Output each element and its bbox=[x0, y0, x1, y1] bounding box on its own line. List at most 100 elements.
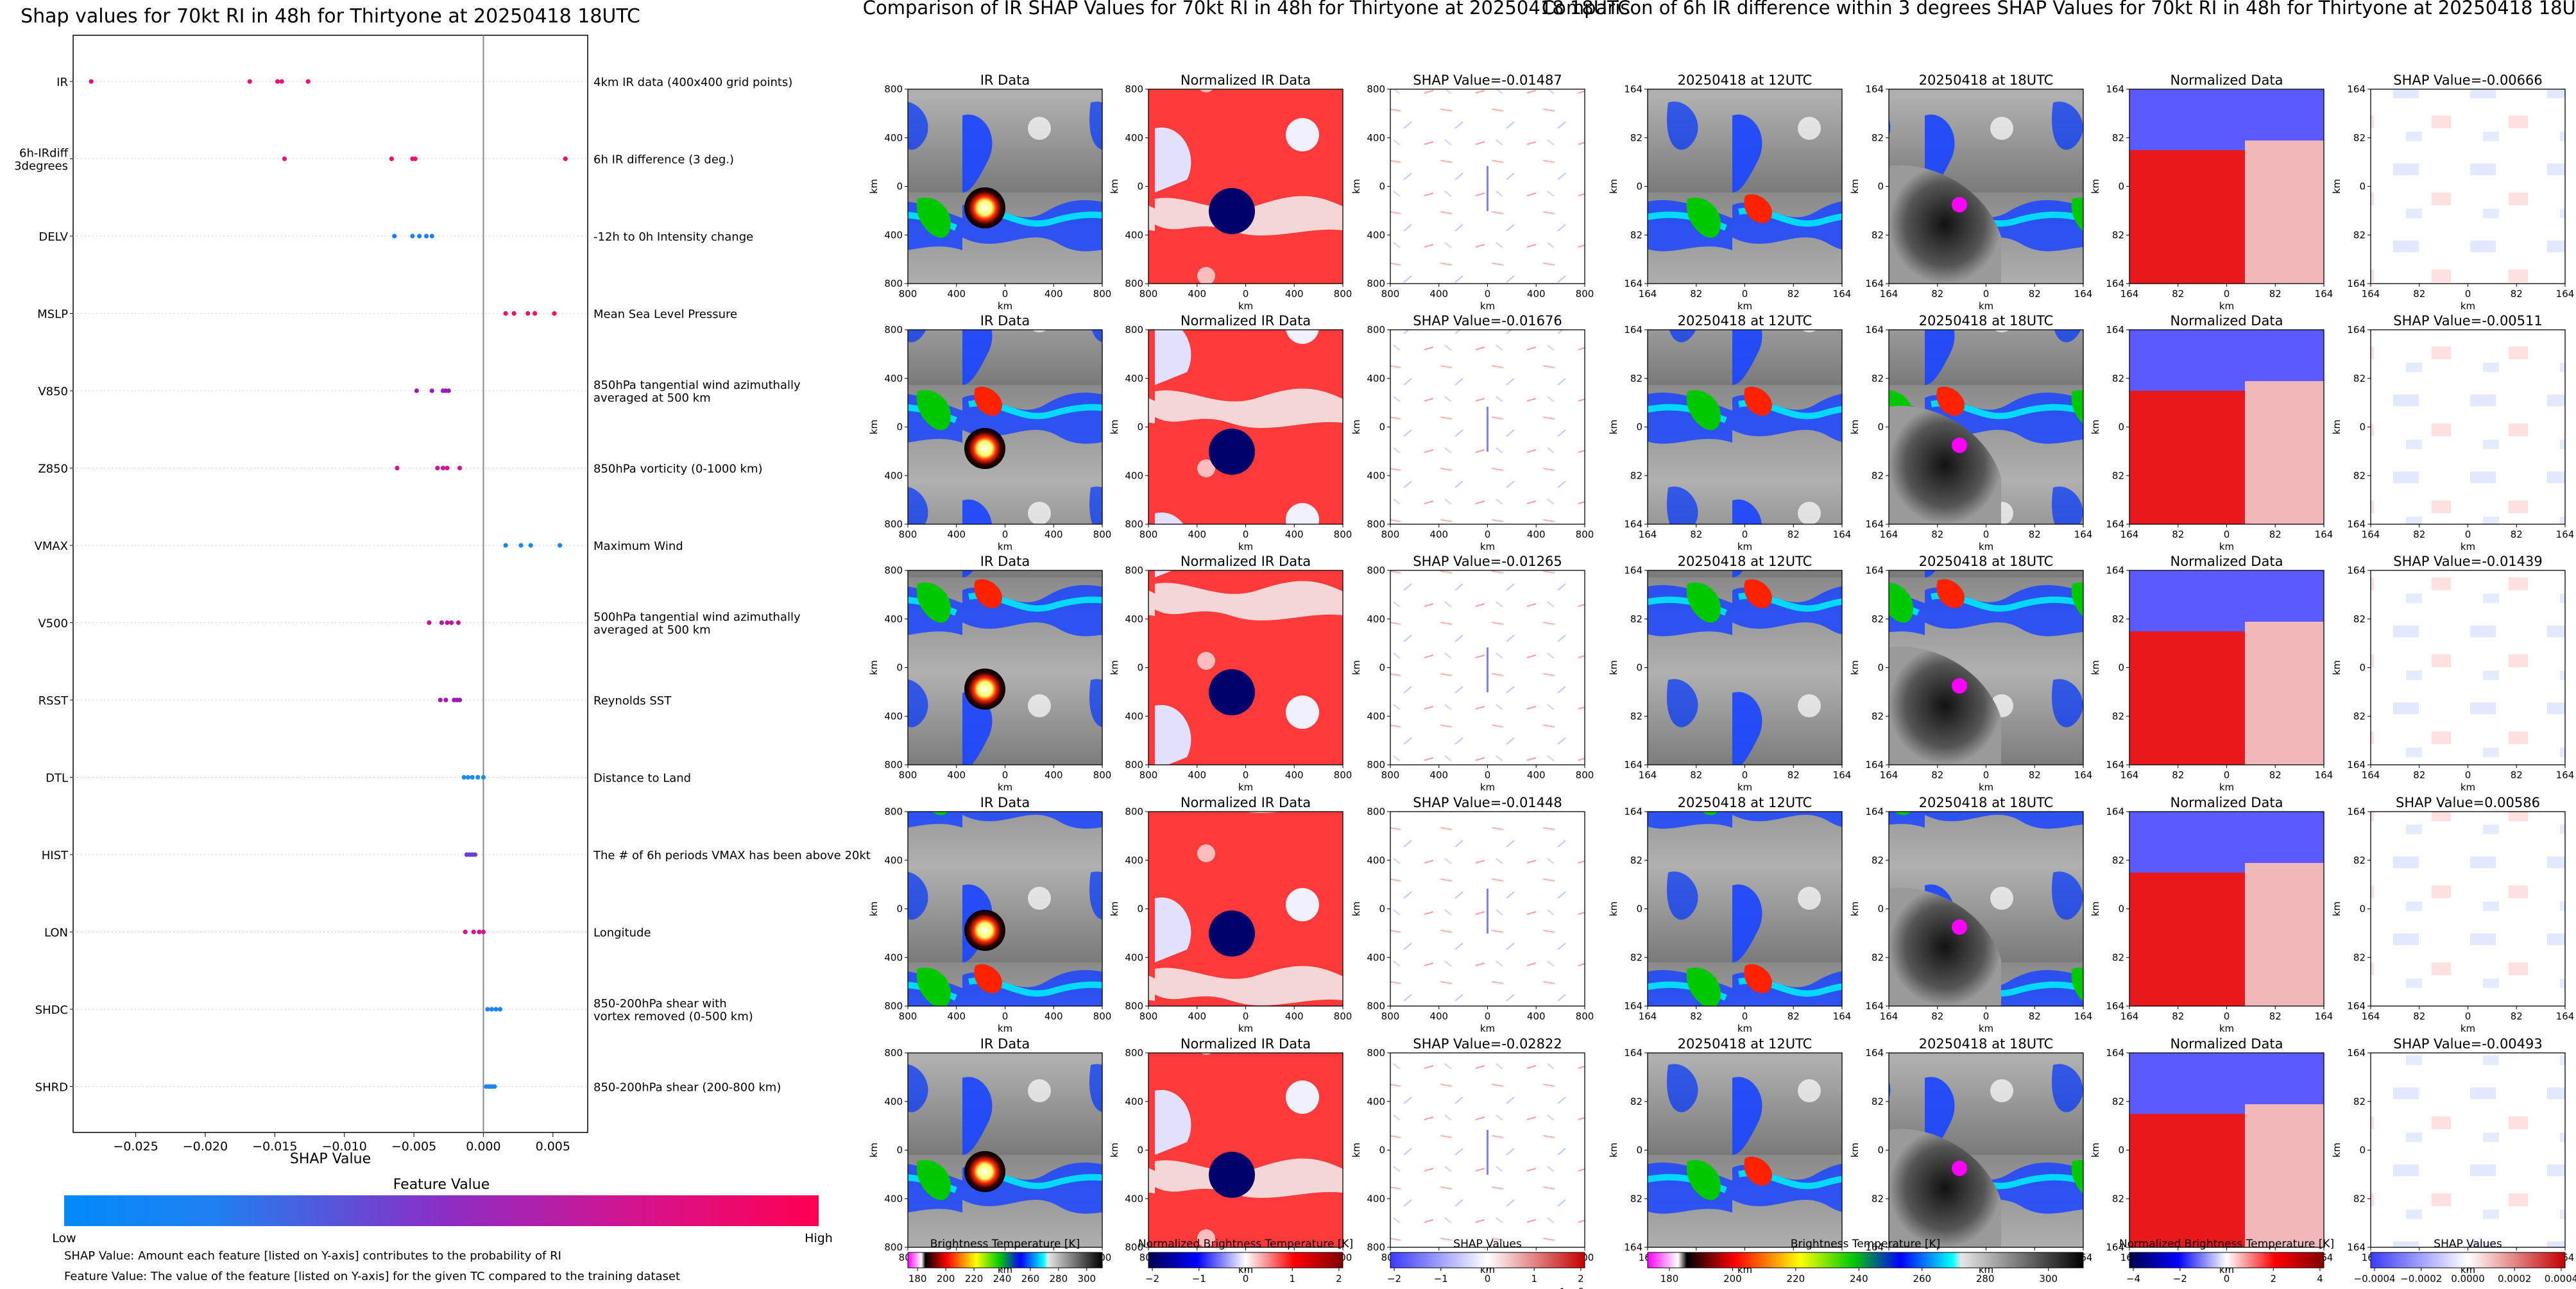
x-tick-label: 164 bbox=[2556, 288, 2575, 300]
map-panel: SHAP Value=-0.01448800800400400004004008… bbox=[1351, 795, 1594, 1034]
map-panel: SHAP Value=-0.01487800800400400004004008… bbox=[1351, 73, 1594, 312]
x-tick-label: 82 bbox=[1690, 769, 1702, 781]
x-axis-label: SHAP Value bbox=[290, 1151, 371, 1167]
x-tick-label: 164 bbox=[2074, 769, 2093, 781]
y-tick-label: 164 bbox=[1865, 759, 1884, 771]
y-tick-label: 0 bbox=[2118, 1145, 2124, 1156]
colorbar-bar bbox=[2370, 1252, 2566, 1268]
y-tick-label: 164 bbox=[2106, 518, 2124, 530]
y-tick-label: 400 bbox=[1367, 613, 1385, 625]
colorbar-title: Feature Value bbox=[393, 1177, 490, 1193]
x-tick-label: 164 bbox=[1639, 769, 1657, 781]
x-axis-label: km bbox=[2219, 300, 2234, 312]
shap-point bbox=[503, 311, 508, 316]
shap-point bbox=[563, 156, 568, 162]
y-axis-label: km bbox=[1109, 901, 1120, 916]
colorbar-tick-label: 0.0004 bbox=[2545, 1273, 2576, 1285]
x-tick-label: 800 bbox=[1093, 769, 1112, 781]
y-tick-label: 82 bbox=[2112, 470, 2124, 481]
y-tick-label: 82 bbox=[1630, 710, 1642, 722]
feature-description: 850-200hPa shear with vortex removed (0-5… bbox=[593, 997, 753, 1023]
feature-label: SHRD bbox=[35, 1081, 68, 1095]
x-axis-label: km bbox=[1737, 541, 1752, 552]
y-tick-label: 400 bbox=[1367, 855, 1385, 866]
x-axis-label: km bbox=[998, 541, 1012, 552]
panel-title: IR Data bbox=[980, 73, 1030, 88]
ir-grid-title: Comparison of IR SHAP Values for 70kt RI… bbox=[863, 0, 1631, 19]
feature-description: 4km IR data (400x400 grid points) bbox=[593, 76, 792, 89]
panel-title: 20250418 at 12UTC bbox=[1678, 1036, 1813, 1052]
panel-title: SHAP Value=-0.00493 bbox=[2393, 1036, 2543, 1052]
y-tick-label: 400 bbox=[1367, 470, 1385, 481]
x-tick-label: 82 bbox=[2269, 288, 2282, 300]
feature-description: -12h to 0h Intensity change bbox=[593, 230, 753, 244]
cold-cloud-shield bbox=[1889, 1129, 2001, 1247]
norm-top-band bbox=[2129, 570, 2324, 631]
x-tick-label: 0 bbox=[1002, 769, 1009, 781]
y-tick-label: 82 bbox=[1872, 952, 1884, 963]
y-tick-label: 800 bbox=[884, 565, 903, 576]
x-tick-label: 800 bbox=[1576, 529, 1594, 540]
y-axis-label: km bbox=[1109, 1143, 1120, 1157]
y-axis-label: km bbox=[1608, 420, 1619, 434]
y-tick-label: 400 bbox=[884, 952, 903, 963]
x-tick-label: 400 bbox=[1527, 769, 1546, 781]
y-tick-label: 164 bbox=[2106, 759, 2124, 771]
ir-image bbox=[908, 570, 1102, 765]
x-axis-label: km bbox=[1737, 781, 1752, 793]
colorbar: Normalized Brightness Temperature [K] −4 −… bbox=[2119, 1238, 2334, 1285]
y-tick-label: 0 bbox=[2118, 662, 2124, 674]
panel-title: Normalized IR Data bbox=[1181, 73, 1311, 88]
panel-title: Normalized Data bbox=[2171, 554, 2283, 569]
map-panel: SHAP Value=-0.00493164164828200828216416… bbox=[2331, 1036, 2574, 1276]
y-tick-label: 82 bbox=[1630, 952, 1642, 963]
x-tick-label: 0 bbox=[1742, 1011, 1748, 1022]
y-tick-label: 82 bbox=[2353, 132, 2366, 144]
cold-cloud-shield bbox=[1889, 646, 2001, 765]
y-tick-label: 400 bbox=[884, 855, 903, 866]
map-panel: 20250418 at 12UTC1641648282008282164164k… bbox=[1608, 554, 1851, 793]
y-tick-label: 400 bbox=[1367, 1096, 1385, 1107]
x-tick-label: 0 bbox=[2224, 529, 2230, 540]
y-tick-label: 82 bbox=[1630, 373, 1642, 384]
map-panel: 20250418 at 18UTC1641648282008282164164k… bbox=[1849, 1036, 2092, 1276]
shap-point bbox=[410, 234, 415, 239]
y-tick-label: 0 bbox=[2359, 662, 2366, 674]
x-tick-label: 164 bbox=[2556, 529, 2575, 540]
y-tick-label: 164 bbox=[1624, 1047, 1642, 1059]
colorbar: Normalized Brightness Temperature [K] −2 −… bbox=[1138, 1238, 1353, 1285]
x-tick-label: 400 bbox=[1045, 529, 1063, 540]
x-axis-label: km bbox=[1480, 300, 1495, 312]
y-tick-label: 164 bbox=[1865, 1242, 1884, 1253]
shap-point bbox=[89, 79, 94, 84]
map-panel: Normalized IR Data8008004004000040040080… bbox=[1109, 313, 1352, 552]
x-tick-label: 0 bbox=[1485, 769, 1491, 781]
x-tick-label: 800 bbox=[1381, 769, 1400, 781]
d12-image bbox=[1648, 812, 1842, 1006]
y-tick-label: 82 bbox=[1872, 373, 1884, 384]
x-tick-label: 800 bbox=[1139, 529, 1158, 540]
x-tick-label: 82 bbox=[2269, 769, 2282, 781]
x-tick-label: 800 bbox=[1093, 288, 1112, 300]
norm-right-band bbox=[2245, 141, 2324, 284]
feature-label: Z850 bbox=[38, 463, 68, 476]
x-tick-label: 164 bbox=[1880, 288, 1898, 300]
x-tick-label: 800 bbox=[1334, 529, 1352, 540]
x-tick-label: 800 bbox=[1139, 769, 1158, 781]
x-tick-label: 400 bbox=[947, 288, 966, 300]
x-axis-label: km bbox=[1979, 300, 1993, 312]
shap-point bbox=[485, 1007, 490, 1012]
y-tick-label: 82 bbox=[2112, 613, 2124, 625]
y-tick-label: 0 bbox=[1877, 181, 1884, 192]
shap-point bbox=[429, 388, 434, 393]
x-tick-label: 164 bbox=[2120, 529, 2139, 540]
y-tick-label: 82 bbox=[1630, 1096, 1642, 1107]
x-tick-label: 82 bbox=[2029, 529, 2041, 540]
y-tick-label: 0 bbox=[1877, 662, 1884, 674]
colorbar: SHAP Values −2 −1 0 1 2 1e−5 bbox=[1387, 1238, 1585, 1289]
shap-point bbox=[471, 929, 476, 935]
y-tick-label: 0 bbox=[1137, 181, 1143, 192]
